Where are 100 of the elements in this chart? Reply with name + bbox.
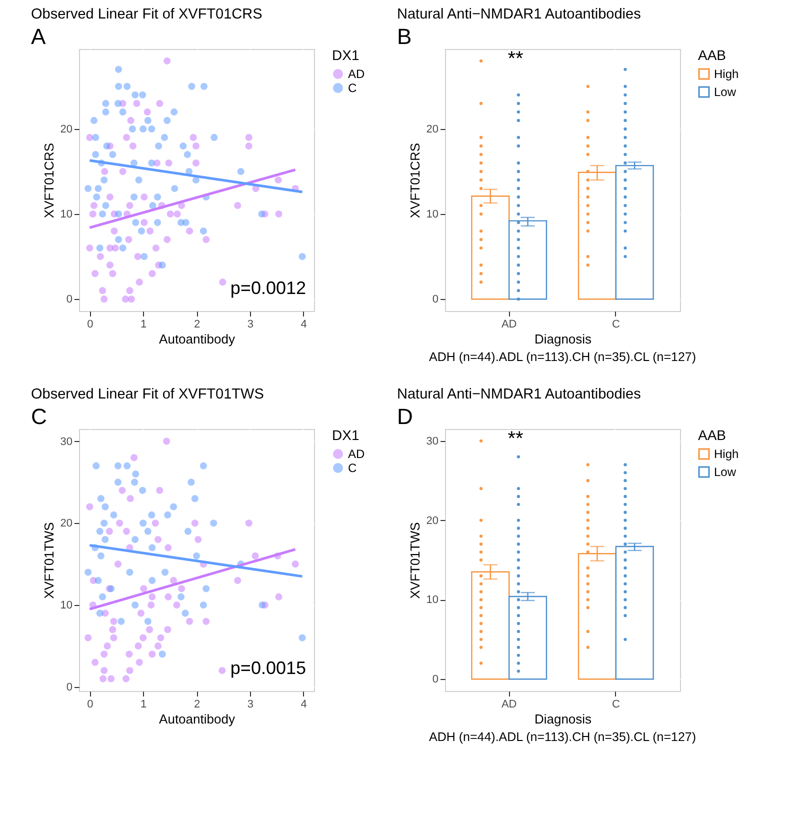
point (132, 536, 139, 544)
point (100, 520, 108, 527)
chart-title: Observed Linear Fit of XVFT01CRS (31, 6, 262, 22)
point (173, 602, 180, 609)
point (126, 650, 133, 658)
point (292, 560, 299, 568)
point (90, 116, 98, 124)
point (188, 82, 196, 90)
point (116, 520, 124, 527)
point (134, 642, 142, 650)
y-axis-title: XVFT01TWS (407, 522, 422, 599)
point (164, 116, 171, 124)
text: C (31, 404, 47, 429)
y-axis-title: XVFT01CRS (407, 142, 422, 218)
legend-label: High (714, 447, 739, 461)
point (94, 184, 102, 192)
x-tick-label: 0 (87, 698, 94, 710)
point (114, 236, 122, 244)
point (194, 536, 202, 544)
point (130, 454, 138, 462)
point (152, 520, 159, 527)
point (114, 478, 122, 486)
point (245, 520, 252, 527)
point (234, 576, 242, 584)
point (84, 634, 92, 642)
legend-label: High (714, 67, 739, 81)
point (200, 82, 208, 90)
text: ADH (n=44).ADL (n=113).CH (n=35).CL (n=127) (428, 350, 696, 364)
y-tick-label: 10 (60, 600, 72, 612)
point (124, 462, 131, 470)
point (298, 634, 306, 642)
point (154, 642, 162, 650)
point (118, 486, 126, 494)
text: A (31, 24, 46, 49)
point (109, 150, 116, 158)
x-tick-label: 4 (300, 698, 307, 710)
x-tick-label: 1 (140, 318, 147, 330)
point (137, 610, 144, 617)
point (184, 528, 192, 535)
point (252, 552, 259, 560)
point (200, 602, 207, 609)
point (91, 658, 99, 666)
point (148, 593, 156, 600)
point (210, 134, 218, 141)
point (158, 262, 166, 269)
point (188, 478, 195, 486)
point (258, 210, 266, 218)
point (148, 544, 156, 552)
point (202, 618, 210, 625)
point (126, 667, 134, 674)
point (100, 667, 108, 674)
point (100, 650, 108, 658)
text: D (397, 404, 413, 429)
y-tick-label: 0 (66, 294, 72, 306)
x-tick-label: 3 (247, 318, 254, 330)
annotation: p=0.0012 (230, 278, 306, 298)
point (191, 495, 198, 502)
y-tick-label: 10 (426, 208, 438, 221)
y-tick-label: 20 (426, 514, 438, 527)
point (114, 100, 122, 107)
point (298, 253, 306, 260)
point (132, 91, 139, 98)
point (154, 536, 162, 544)
point (102, 108, 110, 116)
point (139, 91, 146, 98)
point (97, 495, 104, 502)
y-tick-label: 0 (66, 681, 72, 694)
point (135, 176, 142, 184)
point (86, 503, 94, 510)
point (146, 626, 154, 634)
point (109, 626, 116, 634)
point (123, 528, 130, 535)
point (132, 470, 140, 478)
y-tick-label: 20 (60, 123, 72, 136)
x-tick-label: 2 (194, 318, 200, 330)
annotation: p=0.0015 (230, 658, 306, 678)
point (154, 219, 162, 226)
point (154, 193, 162, 201)
point (92, 150, 100, 158)
point (148, 576, 156, 584)
legend-label: Low (714, 85, 736, 99)
point (138, 228, 146, 235)
point (139, 486, 146, 494)
x-tick-label: C (612, 698, 620, 710)
point (140, 253, 148, 260)
point (110, 618, 118, 625)
point (140, 585, 148, 592)
point (102, 202, 110, 210)
x-tick-label: AD (501, 318, 517, 330)
point (93, 193, 100, 201)
point (96, 610, 104, 617)
point (92, 134, 100, 141)
annotation: ** (508, 48, 524, 70)
point (148, 159, 156, 167)
x-tick-label: 2 (194, 698, 200, 710)
point (210, 520, 218, 527)
point (140, 125, 147, 132)
point (170, 108, 178, 116)
point (144, 116, 152, 124)
legend-title: AAB (698, 427, 726, 443)
